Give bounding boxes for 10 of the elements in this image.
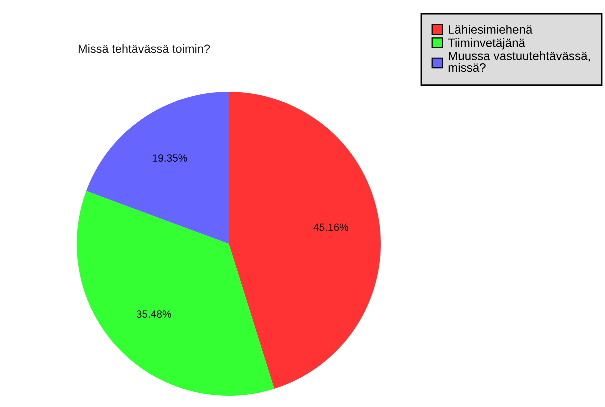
legend-label: Tiiminvetäjänä: [448, 38, 526, 50]
legend-label: Lähiesimiehenä: [449, 25, 533, 34]
legend-label: Muussa vastuutehtävässä, missä?: [448, 52, 590, 72]
data-label: 35.48%: [136, 310, 172, 318]
data-label: 45.16%: [314, 224, 348, 232]
pie-slice: [229, 92, 381, 390]
pie-slice: [86, 92, 229, 244]
pie-slice: [77, 191, 274, 396]
text: Missä tehtävässä toimin?: [78, 44, 210, 54]
data-label: 19.35%: [153, 154, 188, 162]
